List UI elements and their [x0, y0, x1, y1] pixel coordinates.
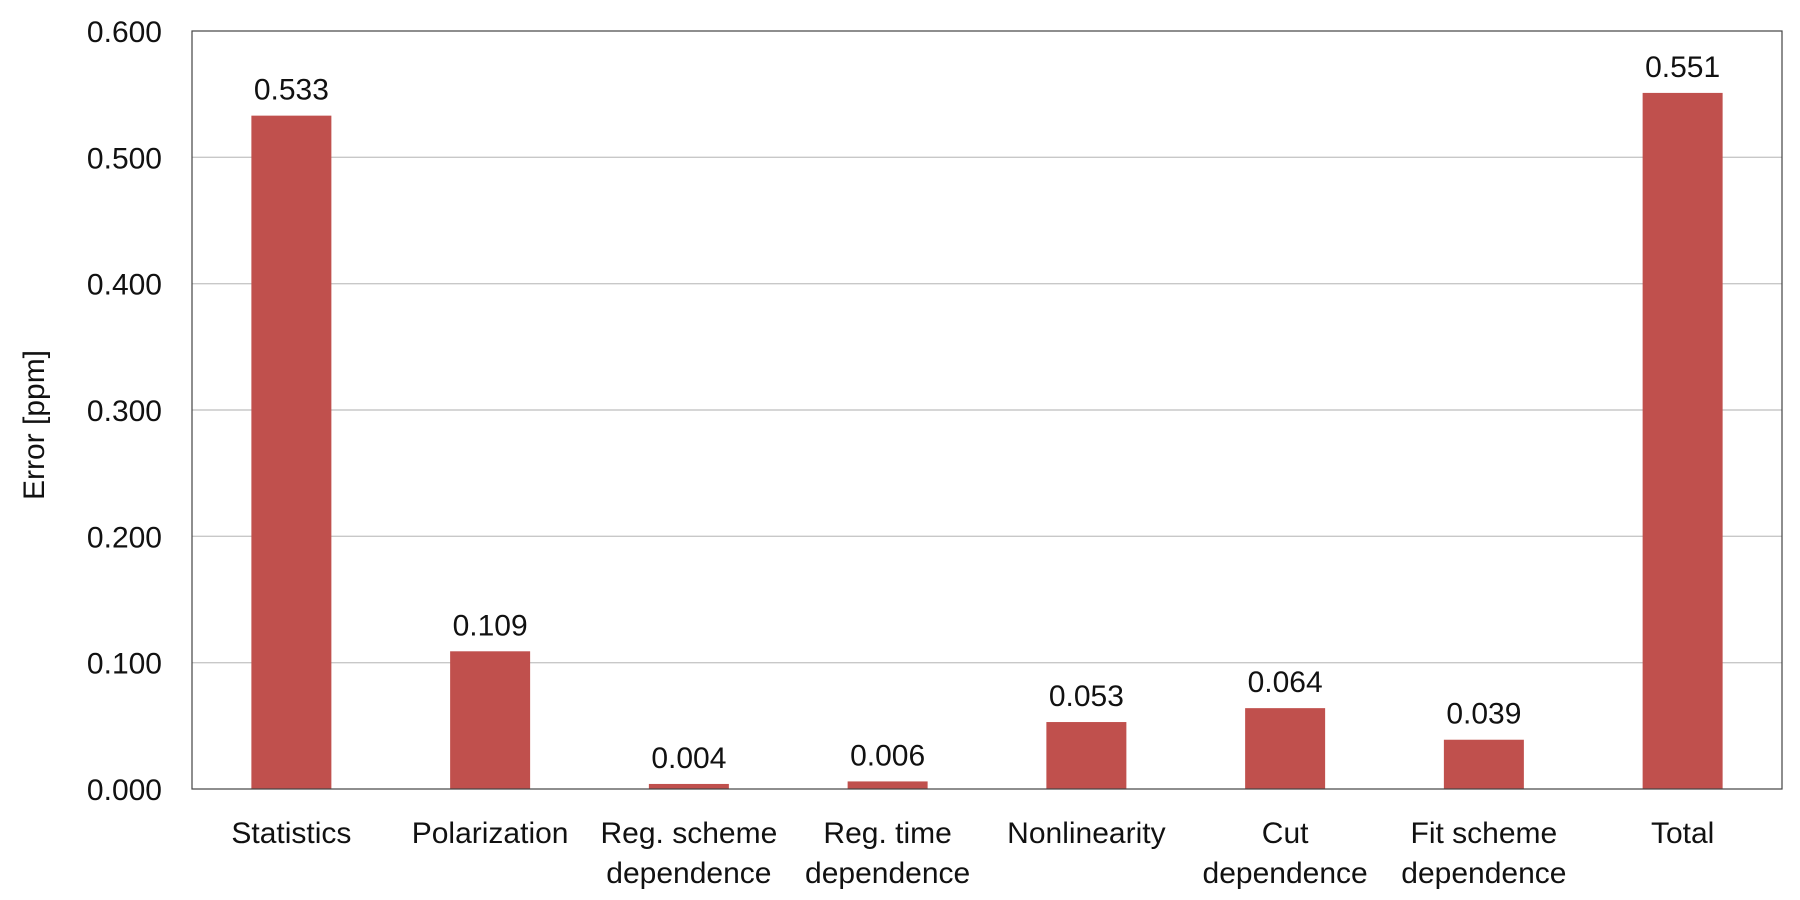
category-label: Statistics: [231, 817, 351, 850]
plot-frame: [191, 30, 1783, 790]
value-label: 0.109: [453, 609, 528, 642]
grid-lines: [192, 156, 1782, 664]
y-tick-label: 0.600: [87, 16, 162, 49]
category-label: Reg. time: [823, 817, 951, 850]
value-label: 0.551: [1645, 51, 1720, 84]
bar: [1642, 92, 1723, 790]
category-label: Polarization: [412, 817, 569, 850]
y-tick-label: 0.300: [87, 395, 162, 428]
category-label: Nonlinearity: [1007, 817, 1165, 850]
bar: [1046, 722, 1127, 789]
category-label: dependence: [805, 857, 970, 890]
bar: [1245, 708, 1326, 789]
y-tick-label: 0.200: [87, 521, 162, 554]
y-axis-title: Error [ppm]: [18, 350, 51, 500]
bar: [1443, 739, 1524, 789]
category-label: dependence: [1203, 857, 1368, 890]
category-label: Reg. scheme: [601, 817, 778, 850]
category-label: Total: [1651, 817, 1714, 850]
bar: [648, 783, 729, 789]
y-tick-label: 0.400: [87, 269, 162, 302]
y-tick-label: 0.500: [87, 142, 162, 175]
y-tick-labels: 0.000 0.100 0.200 0.300 0.400 0.500 0.600: [87, 16, 162, 807]
value-label: 0.004: [651, 742, 726, 775]
y-tick-label: 0.000: [87, 774, 162, 807]
category-label: Cut: [1262, 817, 1309, 850]
value-label: 0.006: [850, 739, 925, 772]
value-label: 0.039: [1446, 698, 1521, 731]
bars: [251, 92, 1723, 790]
value-label: 0.533: [254, 74, 329, 107]
category-label: dependence: [1401, 857, 1566, 890]
value-label: 0.053: [1049, 680, 1124, 713]
value-labels: 0.533 0.109 0.004 0.006 0.053 0.064 0.039 0.551: [254, 51, 1720, 775]
bar: [847, 781, 928, 789]
category-label: dependence: [606, 857, 771, 890]
y-tick-label: 0.100: [87, 648, 162, 681]
bar: [251, 115, 332, 790]
bar: [450, 651, 531, 789]
category-labels: Statistics Polarization Reg. scheme depende…: [231, 817, 1714, 890]
category-label: Fit scheme: [1411, 817, 1558, 850]
value-label: 0.064: [1248, 666, 1323, 699]
